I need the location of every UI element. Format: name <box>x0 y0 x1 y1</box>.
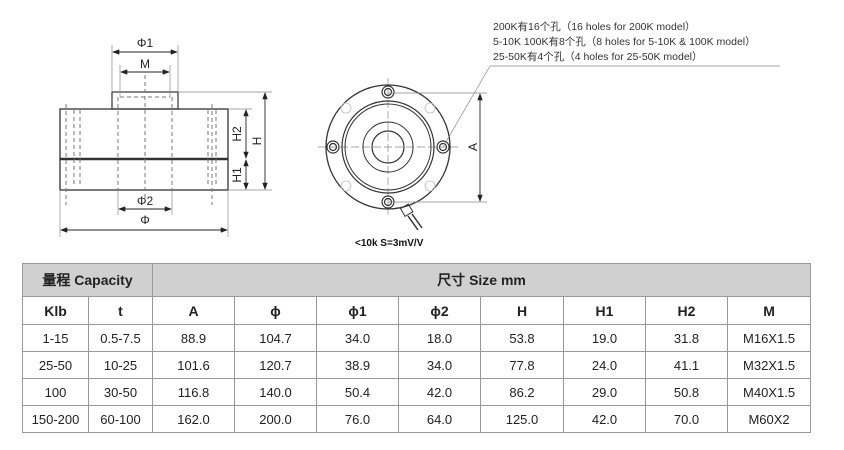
column-header: H2 <box>645 296 728 325</box>
table-cell: 41.1 <box>645 351 728 379</box>
table-row: 100 30-50 116.8 140.0 50.4 42.0 86.2 29.0 50.8 M4… <box>22 378 812 406</box>
table-cell: 53.8 <box>480 324 564 352</box>
table-cell: 88.9 <box>152 324 235 352</box>
label-h2: H2 <box>230 126 244 142</box>
table-cell: 34.0 <box>316 324 399 352</box>
technical-drawing: Φ1 M Φ2 Φ H2 H1 H A <box>59 36 780 237</box>
table-cell: M32X1.5 <box>726 351 812 379</box>
table-cell: 70.0 <box>645 405 728 433</box>
column-header: ϕ1 <box>316 296 399 325</box>
table-cell: M16X1.5 <box>726 324 812 352</box>
sensitivity-caption: <10k S=3mV/V <box>355 238 424 249</box>
table-cell: 104.7 <box>234 324 317 352</box>
cable <box>399 203 423 231</box>
label-m: M <box>140 57 150 71</box>
column-header: Klb <box>22 296 89 325</box>
table-cell: 50.4 <box>316 378 399 406</box>
table-cell: 86.2 <box>480 378 564 406</box>
table-cell: 19.0 <box>563 324 646 352</box>
column-header: H1 <box>563 296 646 325</box>
table-cell: 140.0 <box>234 378 317 406</box>
table-cell: 64.0 <box>398 405 481 433</box>
column-header: M <box>726 296 812 325</box>
table-cell: 125.0 <box>480 405 564 433</box>
table-row: 25-50 10-25 101.6 120.7 38.9 34.0 77.8 24.0 41.1… <box>22 351 812 379</box>
table-cell: 60-100 <box>88 405 153 433</box>
capacity-header: 量程 Capacity <box>22 263 153 297</box>
table-cell: 162.0 <box>152 405 235 433</box>
group-header-row: 量程 Capacity 尺寸 Size mm <box>22 263 812 297</box>
table-cell: 0.5-7.5 <box>88 324 153 352</box>
column-header: ϕ2 <box>398 296 481 325</box>
table-cell: 29.0 <box>563 378 646 406</box>
hole-note-200k: 200K有16个孔（16 holes for 200K model） <box>493 21 696 33</box>
table-cell: 120.7 <box>234 351 317 379</box>
label-phi2: Φ2 <box>137 194 154 208</box>
table-cell: 150-200 <box>22 405 89 433</box>
table-cell: 25-50 <box>22 351 89 379</box>
top-view <box>318 65 780 231</box>
label-phi1: Φ1 <box>137 36 154 50</box>
table-cell: 30-50 <box>88 378 153 406</box>
table-cell: 200.0 <box>234 405 317 433</box>
column-header: ϕ <box>234 296 317 325</box>
table-cell: 116.8 <box>152 378 235 406</box>
table-cell: 24.0 <box>563 351 646 379</box>
hole-note-5-10k-100k: 5-10K 100K有8个孔（8 holes for 5-10K & 100K … <box>493 36 756 48</box>
table-cell: 42.0 <box>398 378 481 406</box>
table-cell: M40X1.5 <box>726 378 812 406</box>
label-a: A <box>466 143 480 151</box>
label-h: H <box>250 137 264 146</box>
table-cell: 100 <box>22 378 89 406</box>
table-row: 1-15 0.5-7.5 88.9 104.7 34.0 18.0 53.8 19.0 31.8… <box>22 324 812 352</box>
table-cell: 77.8 <box>480 351 564 379</box>
size-header: 尺寸 Size mm <box>151 263 812 297</box>
table-cell: 76.0 <box>316 405 399 433</box>
table-cell: M60X2 <box>726 405 812 433</box>
label-phi: Φ <box>140 213 150 227</box>
label-h1: H1 <box>230 167 244 183</box>
hole-note-25-50k: 25-50K有4个孔（4 holes for 25-50K model） <box>493 51 703 63</box>
side-view <box>59 45 272 237</box>
table-row: 150-200 60-100 162.0 200.0 76.0 64.0 125.0 42.0… <box>22 405 812 433</box>
table-cell: 31.8 <box>645 324 728 352</box>
table-cell: 10-25 <box>88 351 153 379</box>
table-cell: 50.8 <box>645 378 728 406</box>
table-cell: 18.0 <box>398 324 481 352</box>
table-cell: 101.6 <box>152 351 235 379</box>
column-header: H <box>480 296 564 325</box>
table-cell: 42.0 <box>563 405 646 433</box>
table-cell: 34.0 <box>398 351 481 379</box>
column-header: t <box>88 296 153 325</box>
table-cell: 38.9 <box>316 351 399 379</box>
column-header: A <box>152 296 235 325</box>
table-cell: 1-15 <box>22 324 89 352</box>
